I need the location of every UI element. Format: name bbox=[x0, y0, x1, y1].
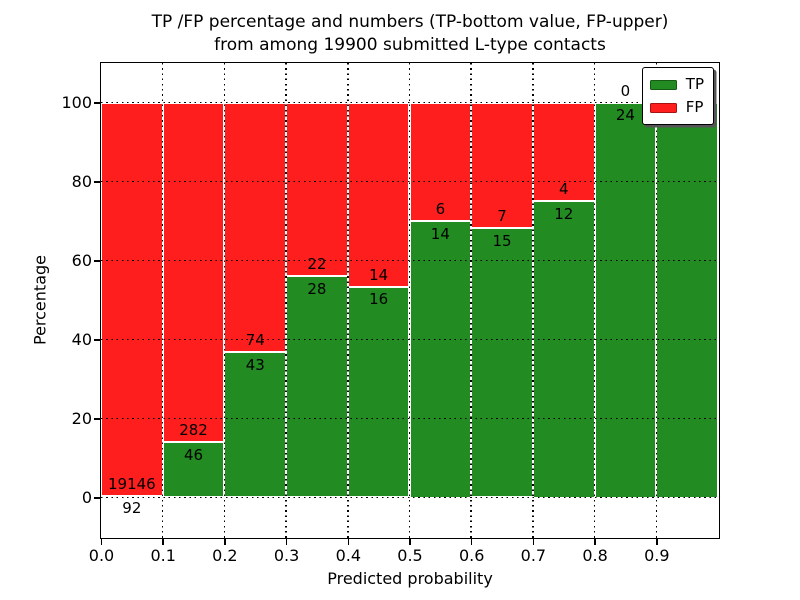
v-gridline-0.2 bbox=[223, 63, 226, 538]
fp-count-label: 0 bbox=[620, 81, 631, 100]
x-axis-title: Predicted probability bbox=[327, 569, 493, 588]
fp-count-label: 19146 bbox=[107, 474, 156, 493]
tp-count-label: 15 bbox=[492, 231, 512, 250]
y-tick-label-0: 0 bbox=[81, 488, 92, 507]
y-tick-label-80: 80 bbox=[71, 172, 92, 191]
bar-segment-fp-0.3 bbox=[286, 102, 348, 277]
bar-segment-fp-0.2 bbox=[224, 102, 287, 353]
x-tick-label-0.1: 0.1 bbox=[150, 546, 176, 565]
v-gridline-0.7 bbox=[532, 63, 534, 538]
tp-count-label: 12 bbox=[554, 204, 574, 223]
fp-count-label: 22 bbox=[307, 255, 327, 274]
y-tick-mark-40 bbox=[94, 339, 100, 341]
tp-count-label: 43 bbox=[245, 355, 265, 374]
bar-segment-tp-0.6 bbox=[471, 228, 533, 498]
x-tick-mark-0.5 bbox=[409, 539, 411, 545]
v-gridline-0.4 bbox=[347, 63, 349, 538]
bar-segment-tp-0.5 bbox=[409, 221, 472, 498]
x-tick-mark-0.8 bbox=[594, 539, 596, 545]
fp-count-label: 14 bbox=[369, 265, 389, 284]
v-gridline-0.8 bbox=[593, 63, 596, 538]
tp-swatch-icon bbox=[649, 79, 677, 90]
v-gridline-0.3 bbox=[285, 63, 287, 538]
x-tick-mark-0.7 bbox=[532, 539, 535, 545]
fp-count-label: 6 bbox=[435, 200, 446, 218]
bar-segment-tp-0.7 bbox=[532, 201, 595, 498]
fp-count-label: 7 bbox=[497, 207, 507, 226]
x-tick-mark-0.2 bbox=[224, 539, 226, 545]
legend-label-tp: TP bbox=[685, 75, 704, 93]
y-tick-mark-60 bbox=[94, 260, 100, 262]
x-tick-label-0.2: 0.2 bbox=[212, 546, 238, 565]
y-tick-label-20: 20 bbox=[71, 409, 92, 428]
v-gridline-0.5 bbox=[408, 63, 411, 538]
tp-count-label: 14 bbox=[430, 224, 450, 243]
legend: TP FP bbox=[641, 67, 714, 125]
fp-count-label: 74 bbox=[245, 331, 265, 350]
x-tick-mark-0.9 bbox=[656, 539, 658, 545]
x-tick-label-0.8: 0.8 bbox=[582, 546, 608, 565]
x-tick-label-0.3: 0.3 bbox=[273, 546, 300, 565]
x-tick-label-0.6: 0.6 bbox=[458, 546, 485, 565]
v-gridline-0.1 bbox=[161, 63, 164, 538]
y-tick-mark-0 bbox=[94, 497, 100, 499]
y-tick-mark-20 bbox=[94, 418, 100, 420]
fp-count-label: 4 bbox=[558, 180, 569, 199]
x-tick-mark-0.6 bbox=[470, 539, 473, 545]
chart-title-line1: TP /FP percentage and numbers (TP-bottom… bbox=[151, 12, 669, 32]
x-tick-label-0.4: 0.4 bbox=[335, 546, 362, 565]
chart-title-line2: from among 19900 submitted L-type contac… bbox=[214, 35, 606, 55]
x-tick-mark-0.4 bbox=[347, 539, 350, 545]
y-tick-label-60: 60 bbox=[71, 251, 92, 270]
tp-count-label: 28 bbox=[307, 279, 327, 298]
plot-area: 191469228246744322281416614715412024055 … bbox=[100, 62, 720, 539]
chart-title: TP /FP percentage and numbers (TP-bottom… bbox=[100, 11, 720, 57]
bar-segment-tp-0.8 bbox=[594, 102, 657, 498]
bar-segment-fp-0.1 bbox=[162, 102, 225, 443]
x-tick-mark-0.0 bbox=[100, 539, 103, 545]
x-tick-label-0.0: 0.0 bbox=[88, 546, 115, 565]
tp-count-label: 46 bbox=[183, 445, 204, 464]
x-tick-label-0.9: 0.9 bbox=[644, 546, 670, 565]
x-tick-label-0.7: 0.7 bbox=[520, 546, 547, 565]
legend-label-fp: FP bbox=[685, 98, 704, 116]
y-tick-label-40: 40 bbox=[71, 330, 92, 349]
y-tick-label-100: 100 bbox=[61, 93, 92, 112]
x-tick-mark-0.3 bbox=[285, 539, 288, 545]
bar-segment-tp-0.9 bbox=[656, 102, 718, 498]
y-tick-mark-80 bbox=[94, 181, 100, 183]
bar-segment-tp-0.3 bbox=[286, 276, 348, 498]
legend-entry-tp: TP bbox=[649, 73, 704, 96]
v-gridline-0.9 bbox=[655, 63, 658, 538]
legend-entry-fp: FP bbox=[649, 96, 704, 119]
plot-layer: 191469228246744322281416614715412024055 bbox=[101, 63, 719, 538]
fp-count-label: 282 bbox=[179, 421, 208, 440]
bar-segment-tp-0.2 bbox=[224, 352, 287, 498]
tp-count-label: 24 bbox=[615, 106, 635, 124]
y-tick-mark-100 bbox=[94, 102, 100, 104]
bar-segment-fp-0.0 bbox=[101, 102, 163, 496]
bar-segment-fp-0.5 bbox=[409, 102, 472, 221]
x-tick-label-0.5: 0.5 bbox=[397, 546, 423, 565]
bar-segment-tp-0.4 bbox=[347, 286, 410, 498]
tp-count-label: 16 bbox=[369, 290, 389, 309]
tp-count-label: 92 bbox=[122, 499, 142, 518]
x-tick-mark-0.1 bbox=[162, 539, 164, 545]
fp-swatch-icon bbox=[649, 102, 677, 113]
v-gridline-0.6 bbox=[470, 63, 472, 538]
